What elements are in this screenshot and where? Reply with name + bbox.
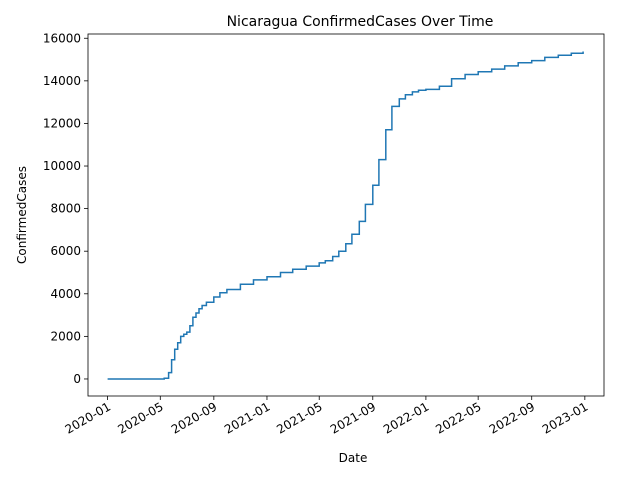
y-tick-label: 16000	[43, 31, 81, 45]
plot-frame	[87, 33, 605, 397]
y-tick-label: 8000	[50, 202, 81, 216]
y-tick-label: 12000	[43, 116, 81, 130]
y-tick-label: 14000	[43, 74, 81, 88]
y-tick-label: 6000	[50, 244, 81, 258]
y-tick-label: 2000	[50, 329, 81, 343]
y-tick-label: 0	[73, 372, 81, 386]
x-axis-label: Date	[339, 451, 368, 465]
confirmed-cases-line	[107, 51, 584, 380]
y-tick-label: 4000	[50, 287, 81, 301]
y-axis: 0 2000 4000 6000 8000 10000 12000 14000 16000	[43, 31, 88, 386]
chart-title: Nicaragua ConfirmedCases Over Time	[227, 14, 494, 30]
y-tick-label: 10000	[43, 159, 81, 173]
y-axis-label: ConfirmedCases	[15, 166, 29, 264]
